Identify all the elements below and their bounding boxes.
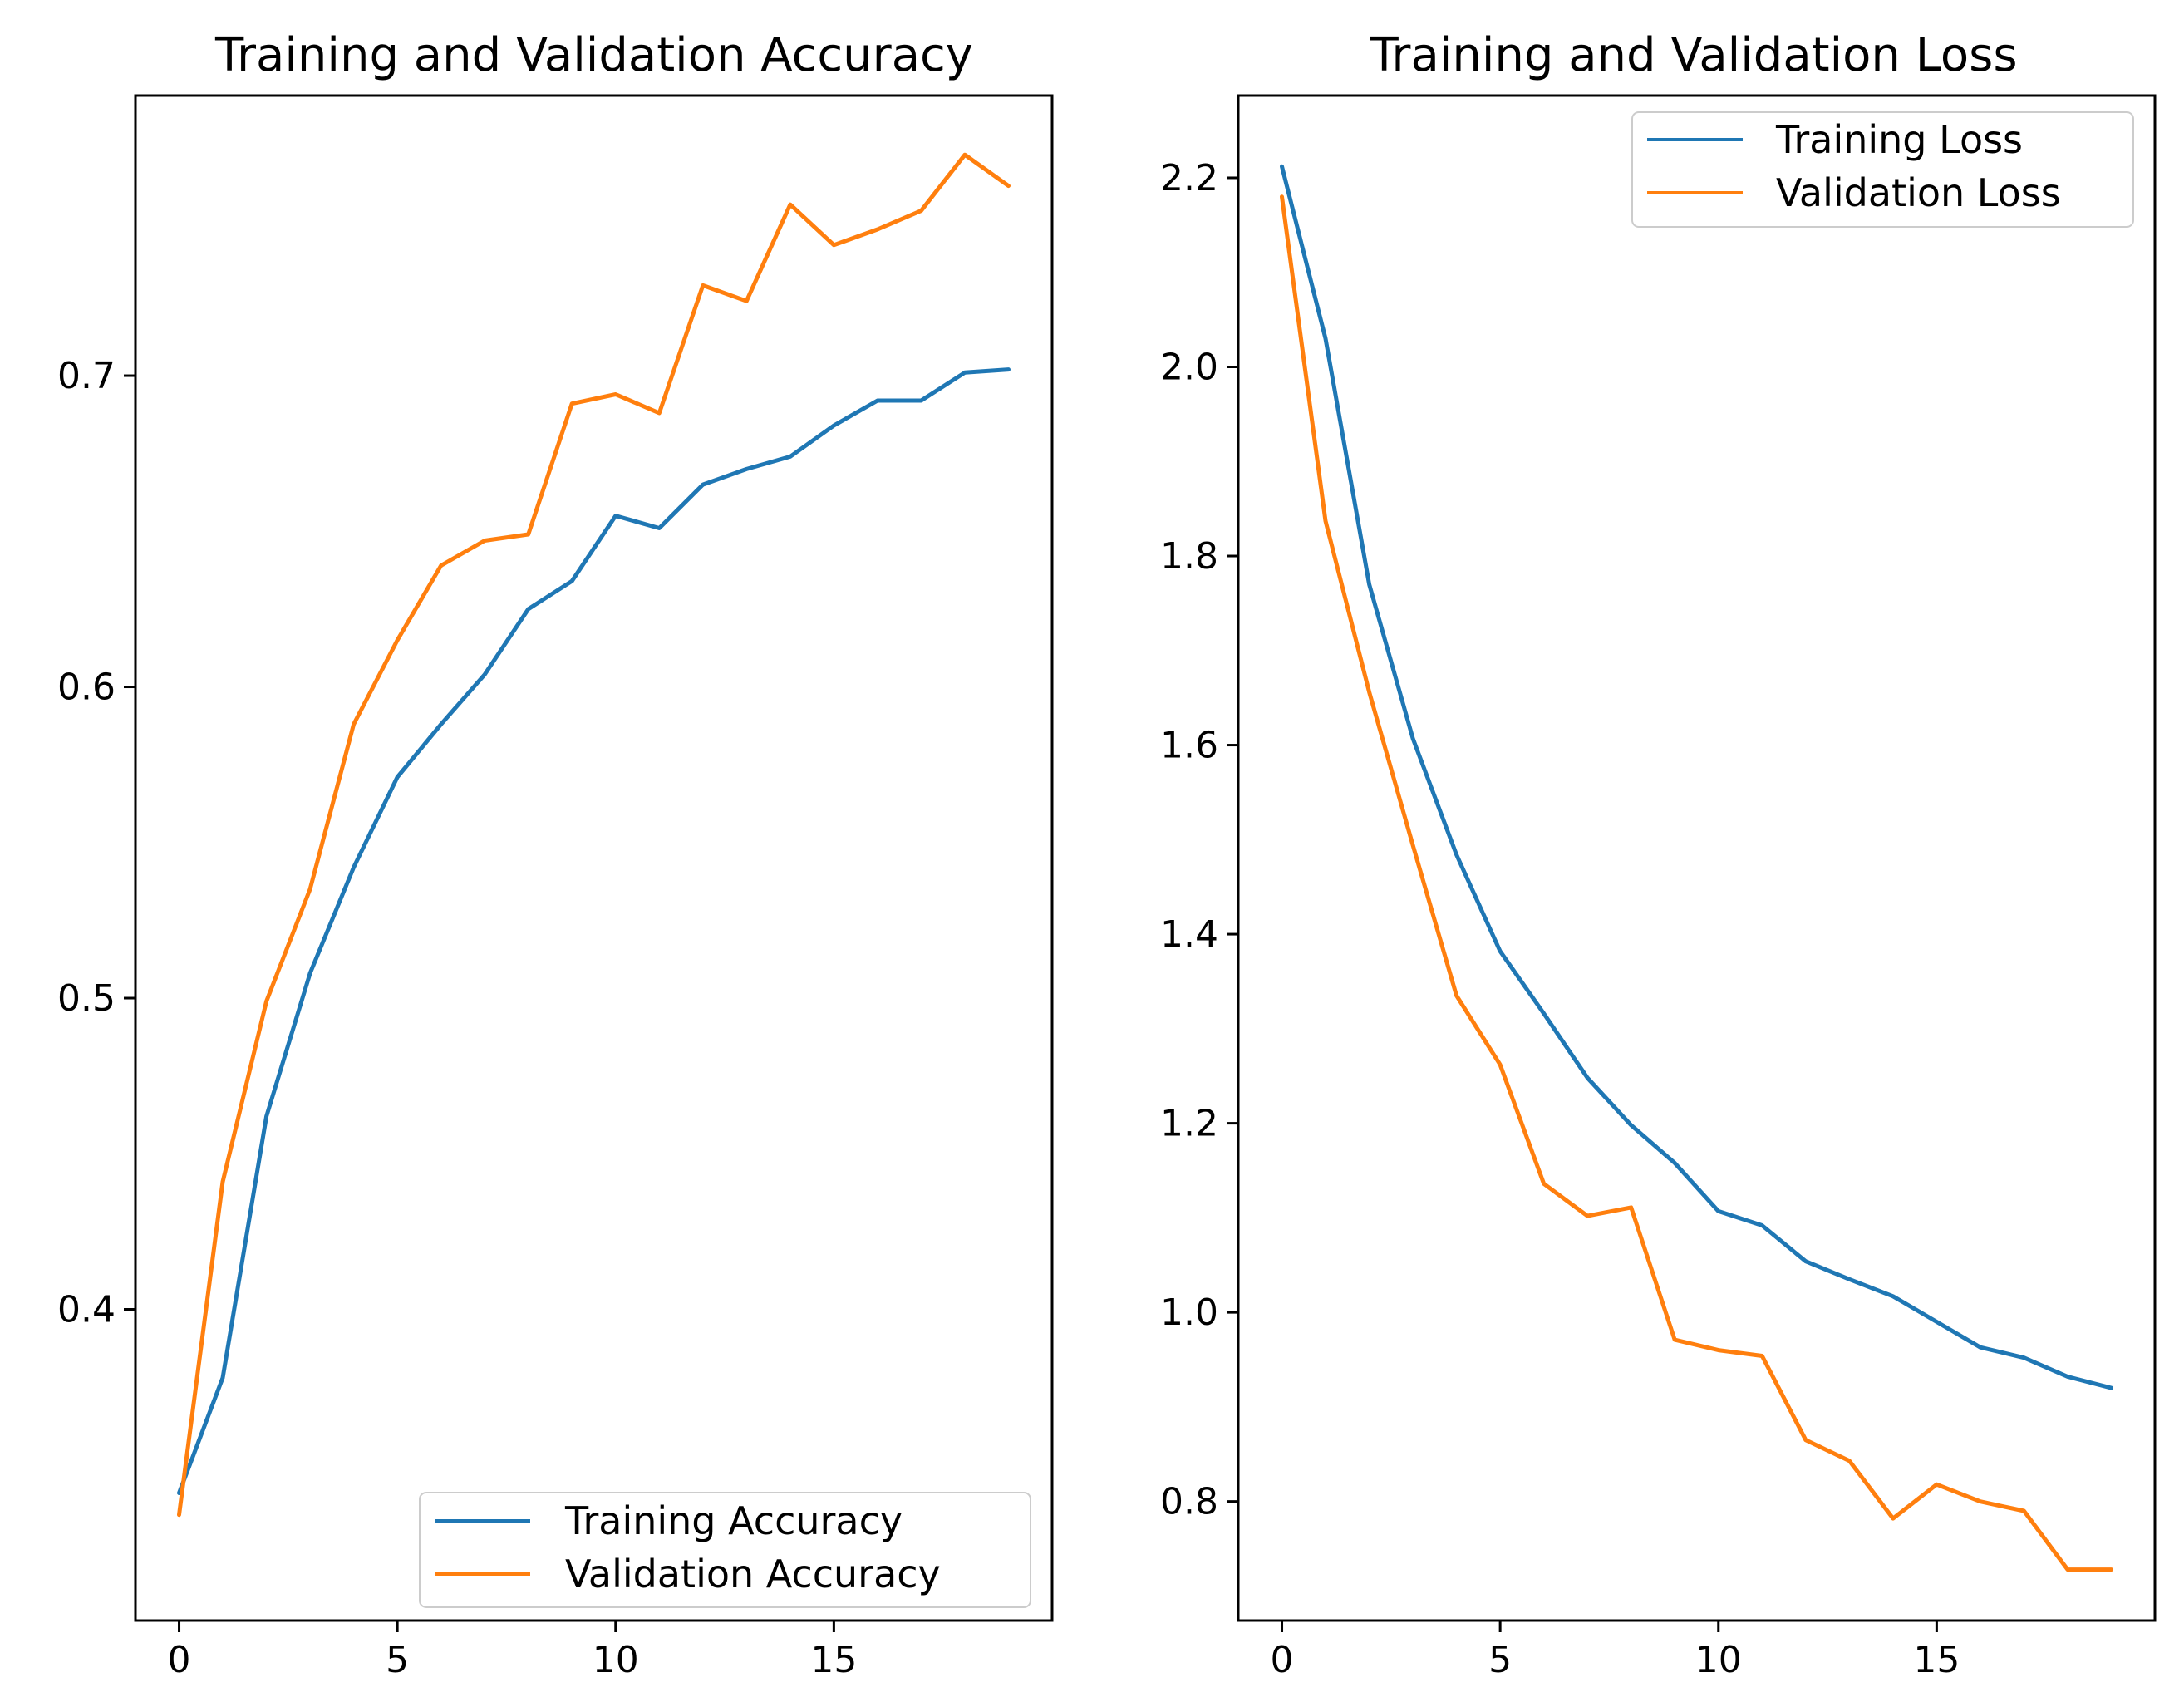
loss-legend-box	[1631, 111, 2134, 228]
accuracy-x-tick-label: 10	[593, 1639, 639, 1681]
legend-training-accuracy-label: Training Accuracy	[564, 1498, 903, 1543]
loss-x-tick-label: 15	[1913, 1639, 1960, 1681]
accuracy-x-tick-label: 15	[810, 1639, 857, 1681]
loss-chart: Training and Validation Loss 0 5 10 15 0.8 1.…	[1160, 28, 2157, 1681]
loss-legend: Training Loss Validation Loss	[1631, 111, 2134, 228]
training-accuracy-line	[177, 367, 1011, 1495]
training-loss-line	[1280, 164, 2113, 1390]
validation-accuracy-line	[177, 152, 1011, 1518]
accuracy-y-tick-label: 0.5	[57, 977, 116, 1020]
accuracy-x-tick-label: 5	[386, 1639, 409, 1681]
accuracy-x-tick-label: 0	[168, 1639, 191, 1681]
loss-y-tick-label: 1.8	[1160, 535, 1218, 578]
legend-training-loss-label: Training Loss	[1775, 117, 2023, 162]
loss-y-tick-label: 2.0	[1160, 347, 1218, 389]
loss-plot-frame	[1237, 94, 2157, 1622]
loss-chart-title: Training and Validation Loss	[1369, 28, 2017, 82]
validation-loss-line	[1280, 194, 2113, 1572]
loss-x-tick-label: 5	[1488, 1639, 1512, 1681]
loss-x-tick-label: 10	[1695, 1639, 1742, 1681]
accuracy-y-tick-label: 0.4	[57, 1289, 116, 1331]
accuracy-y-tick-label: 0.6	[57, 667, 116, 709]
loss-y-tick-label: 1.0	[1160, 1291, 1218, 1334]
loss-y-tick-label: 2.2	[1160, 157, 1218, 199]
accuracy-y-tick-label: 0.7	[57, 355, 116, 397]
accuracy-legend: Training Accuracy Validation Accuracy	[419, 1492, 1031, 1608]
loss-x-tick-label: 0	[1271, 1639, 1294, 1681]
accuracy-chart-title: Training and Validation Accuracy	[214, 28, 973, 82]
accuracy-chart: Training and Validation Accuracy 0 5 10 15 0…	[57, 28, 1054, 1681]
loss-y-tick-label: 0.8	[1160, 1481, 1218, 1523]
legend-validation-accuracy-label: Validation Accuracy	[565, 1552, 941, 1596]
accuracy-plot-frame	[134, 94, 1054, 1622]
loss-y-tick-label: 1.6	[1160, 725, 1218, 767]
legend-validation-loss-label: Validation Loss	[1776, 170, 2061, 215]
loss-y-tick-label: 1.4	[1160, 913, 1218, 956]
loss-y-tick-label: 1.2	[1160, 1103, 1218, 1145]
accuracy-legend-box	[419, 1492, 1031, 1608]
